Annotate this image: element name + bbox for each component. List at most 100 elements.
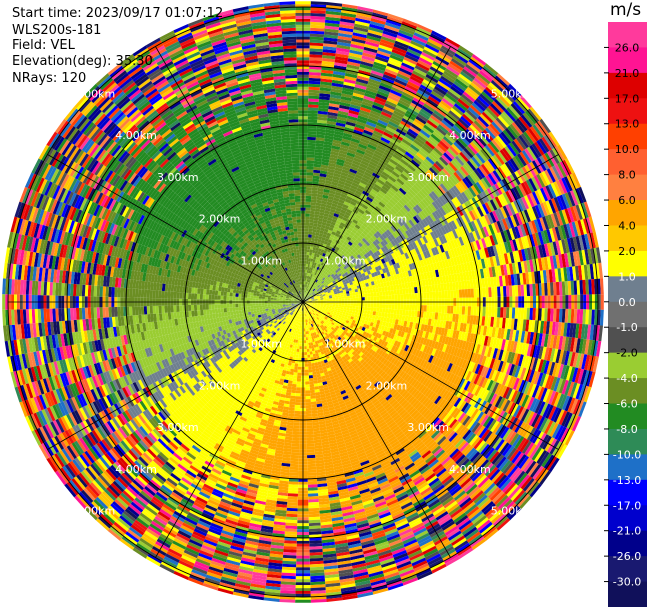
velocity-gate bbox=[369, 112, 380, 120]
velocity-gate bbox=[352, 32, 367, 39]
velocity-gate bbox=[358, 69, 371, 76]
velocity-gate bbox=[304, 284, 307, 288]
velocity-gate bbox=[332, 139, 342, 145]
velocity-gate bbox=[362, 132, 372, 139]
velocity-gate bbox=[314, 214, 320, 218]
velocity-gate bbox=[315, 205, 321, 210]
velocity-gate bbox=[368, 26, 384, 34]
velocity-gate bbox=[350, 303, 354, 306]
velocity-gate bbox=[336, 204, 343, 210]
velocity-gate bbox=[303, 290, 305, 294]
velocity-gate bbox=[485, 306, 489, 317]
velocity-gate bbox=[384, 308, 389, 314]
velocity-gate bbox=[352, 295, 356, 299]
velocity-gate bbox=[313, 244, 317, 248]
velocity-gate bbox=[328, 214, 334, 219]
velocity-gate bbox=[331, 218, 337, 223]
velocity-gate bbox=[325, 129, 335, 134]
velocity-gate bbox=[304, 254, 307, 258]
velocity-gate bbox=[373, 99, 386, 106]
velocity-gate bbox=[379, 308, 383, 313]
velocity-gate bbox=[307, 246, 311, 250]
velocity-gate bbox=[304, 290, 306, 294]
velocity-gate bbox=[321, 200, 328, 205]
velocity-gate bbox=[408, 304, 413, 311]
velocity-gate bbox=[310, 15, 326, 20]
velocity-gate bbox=[333, 70, 346, 76]
velocity-gate bbox=[303, 284, 305, 288]
velocity-gate bbox=[318, 254, 323, 259]
velocity-gate bbox=[488, 306, 492, 317]
velocity-gate bbox=[308, 83, 321, 88]
velocity-gate bbox=[317, 190, 324, 195]
velocity-gate bbox=[453, 305, 457, 314]
velocity-gate bbox=[327, 229, 333, 234]
velocity-gate bbox=[441, 290, 445, 299]
velocity-gate bbox=[305, 204, 311, 208]
velocity-gate bbox=[306, 287, 308, 291]
velocity-gate bbox=[366, 84, 379, 91]
velocity-gate bbox=[364, 296, 368, 301]
velocity-gate bbox=[304, 284, 306, 288]
velocity-gate bbox=[347, 298, 351, 301]
velocity-gate bbox=[321, 197, 328, 202]
velocity-gate bbox=[322, 149, 331, 155]
velocity-gate bbox=[355, 151, 364, 158]
velocity-gate bbox=[337, 155, 346, 161]
velocity-gate bbox=[314, 259, 318, 264]
velocity-gate bbox=[320, 81, 332, 86]
velocity-gate bbox=[352, 132, 363, 138]
velocity-gate bbox=[306, 184, 313, 188]
velocity-gate bbox=[333, 197, 340, 202]
velocity-gate bbox=[304, 240, 308, 244]
velocity-gate bbox=[346, 307, 350, 311]
velocity-gate bbox=[324, 31, 339, 36]
velocity-gate bbox=[313, 256, 317, 260]
velocity-gate bbox=[378, 44, 393, 52]
velocity-gate bbox=[329, 211, 335, 216]
velocity-gate bbox=[350, 40, 365, 47]
velocity-gate bbox=[309, 51, 323, 55]
velocity-gate bbox=[318, 107, 329, 112]
velocity-gate bbox=[360, 106, 371, 113]
velocity-gate bbox=[330, 88, 343, 94]
velocity-gate bbox=[309, 252, 313, 256]
velocity-gate bbox=[328, 109, 339, 114]
velocity-gate bbox=[332, 215, 338, 221]
velocity-gate bbox=[307, 145, 316, 150]
velocity-gate bbox=[311, 252, 315, 257]
velocity-gate bbox=[328, 106, 339, 111]
velocity-gate bbox=[355, 121, 366, 127]
velocity-gate bbox=[344, 75, 357, 82]
velocity-gate bbox=[327, 217, 333, 222]
velocity-gate bbox=[426, 292, 430, 299]
velocity-gate bbox=[345, 121, 356, 127]
velocity-gate bbox=[370, 307, 374, 312]
velocity-gate bbox=[352, 305, 356, 309]
velocity-gate bbox=[307, 139, 316, 144]
velocity-gate bbox=[348, 146, 358, 152]
velocity-gate bbox=[313, 172, 320, 177]
velocity-gate bbox=[304, 296, 306, 300]
velocity-gate bbox=[366, 289, 371, 294]
velocity-gate bbox=[338, 32, 353, 38]
velocity-gate bbox=[306, 288, 309, 292]
velocity-gate bbox=[307, 264, 310, 268]
velocity-gate bbox=[370, 18, 386, 25]
velocity-gate bbox=[354, 126, 365, 133]
velocity-gate bbox=[345, 179, 353, 185]
velocity-gate bbox=[441, 305, 445, 314]
velocity-gate bbox=[367, 29, 383, 37]
velocity-gate bbox=[307, 266, 310, 271]
velocity-gate bbox=[320, 75, 333, 80]
velocity-gate bbox=[351, 38, 366, 44]
velocity-gate bbox=[351, 98, 363, 104]
velocity-gate bbox=[327, 111, 338, 117]
velocity-gate bbox=[491, 306, 495, 317]
velocity-gate bbox=[320, 203, 327, 208]
velocity-gate bbox=[339, 104, 350, 110]
velocity-gate bbox=[305, 195, 312, 200]
velocity-gate bbox=[352, 92, 365, 99]
velocity-gate bbox=[304, 231, 309, 235]
velocity-gate bbox=[317, 251, 321, 255]
